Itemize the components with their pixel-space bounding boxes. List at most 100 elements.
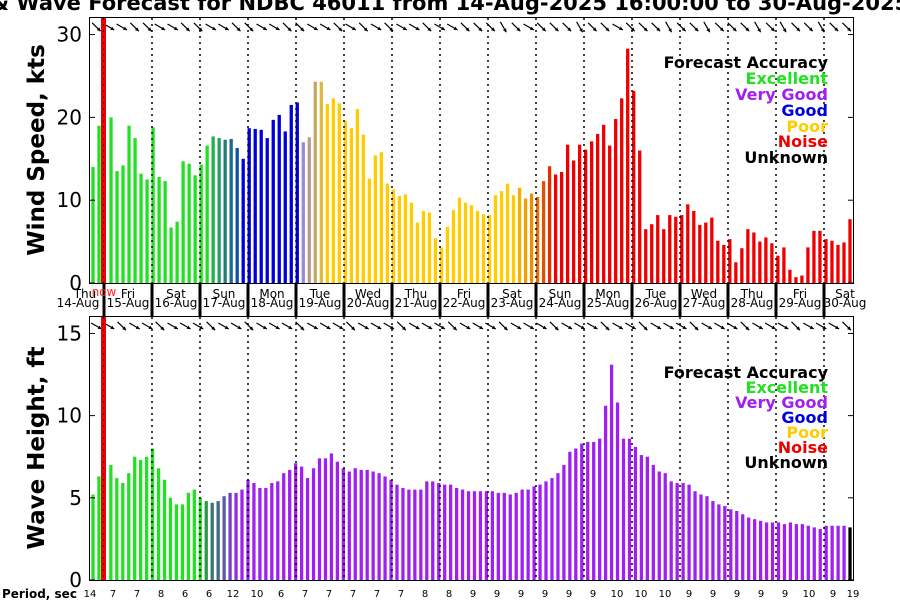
wind-bar bbox=[331, 98, 335, 283]
wind-arrow bbox=[231, 22, 241, 32]
wave-bar bbox=[538, 484, 542, 580]
wave-arrow bbox=[535, 322, 547, 330]
wind-bar bbox=[145, 179, 149, 283]
wind-bar bbox=[253, 128, 257, 283]
wind-bar bbox=[734, 262, 738, 283]
wave-bar bbox=[449, 484, 453, 580]
period-value: 7 bbox=[134, 589, 140, 600]
wind-bar bbox=[163, 181, 167, 283]
wave-bar bbox=[556, 473, 560, 580]
wind-bar bbox=[740, 248, 744, 283]
date-label: 23-Aug bbox=[491, 296, 534, 310]
wind-arrow bbox=[638, 22, 648, 32]
wave-direction-arrows bbox=[90, 321, 852, 331]
wind-arrow bbox=[129, 22, 140, 32]
period-value: 7 bbox=[398, 589, 404, 600]
wave-arrow bbox=[244, 321, 254, 331]
day-strip-separator bbox=[342, 284, 346, 316]
wind-arrow bbox=[803, 22, 814, 32]
wave-arrow bbox=[141, 322, 153, 330]
period-value: 12 bbox=[227, 589, 240, 600]
date-label: 27-Aug bbox=[683, 296, 726, 310]
wave-arrow bbox=[117, 321, 127, 331]
wave-bar bbox=[97, 476, 101, 580]
wind-bar bbox=[608, 145, 612, 283]
wave-bar bbox=[514, 492, 518, 580]
wind-bar bbox=[529, 193, 534, 283]
wave-bar bbox=[586, 441, 590, 580]
wave-bar bbox=[484, 491, 489, 580]
day-strip-separator bbox=[630, 284, 634, 316]
wave-arrow bbox=[319, 322, 331, 330]
wave-bar bbox=[651, 464, 655, 580]
wave-bar bbox=[431, 481, 435, 581]
wind-arrow bbox=[307, 23, 318, 31]
wind-bar bbox=[626, 48, 630, 283]
wave-arrow bbox=[396, 321, 407, 331]
period-value: 9 bbox=[734, 589, 740, 600]
wind-bar bbox=[229, 138, 233, 283]
wind-arrow bbox=[295, 22, 305, 32]
period-value: 8 bbox=[158, 589, 164, 600]
day-strip-separator bbox=[486, 284, 490, 316]
wind-bar bbox=[169, 227, 173, 283]
date-label: 17-Aug bbox=[203, 296, 246, 310]
period-value: 9 bbox=[830, 589, 836, 600]
wave-bar bbox=[329, 453, 334, 580]
wave-bar bbox=[639, 455, 644, 580]
wave-arrow bbox=[714, 322, 725, 330]
wind-bar bbox=[806, 247, 810, 283]
wind-bar bbox=[499, 191, 504, 283]
wind-bar bbox=[614, 119, 618, 283]
wave-arrow bbox=[561, 322, 573, 330]
wave-bar bbox=[735, 510, 739, 580]
wind-bar bbox=[668, 215, 672, 283]
day-strip-separator bbox=[534, 284, 538, 316]
wave-bar bbox=[407, 489, 411, 580]
wave-bar bbox=[550, 478, 554, 580]
wind-arrow bbox=[446, 23, 458, 31]
wave-bar bbox=[204, 501, 208, 580]
wind-bar bbox=[283, 131, 287, 283]
wind-arrow bbox=[765, 22, 776, 32]
wave-bar bbox=[693, 491, 697, 580]
period-value: 9 bbox=[518, 589, 524, 600]
wave-bar bbox=[365, 469, 369, 580]
wave-bar bbox=[240, 489, 244, 580]
wave-arrow bbox=[230, 322, 242, 330]
wind-bar bbox=[824, 239, 828, 283]
wind-bar bbox=[139, 173, 143, 283]
wind-bar bbox=[722, 244, 726, 283]
date-label: 25-Aug bbox=[587, 296, 630, 310]
wind-arrow bbox=[779, 21, 787, 33]
wind-bar bbox=[235, 148, 239, 283]
wave-bar bbox=[729, 509, 733, 580]
date-label: 20-Aug bbox=[347, 296, 390, 310]
period-values: 14 7 7 8 6 6 12 10 6 7 7 7 7 7 8 8 9 9 9 9 9 9 10 10 10 9 9 9 9 9 10 9 1… bbox=[84, 589, 860, 600]
wind-arrow bbox=[727, 22, 737, 32]
wind-bar bbox=[728, 239, 732, 283]
wave-arrow bbox=[701, 322, 713, 330]
wind-arrow bbox=[665, 21, 673, 33]
wind-bar bbox=[565, 144, 570, 283]
wave-bar bbox=[216, 501, 220, 580]
wave-arrow bbox=[370, 322, 382, 330]
wave-bar bbox=[568, 451, 572, 580]
wave-arrow bbox=[307, 322, 318, 330]
wind-y-tick-label: 20 bbox=[57, 105, 82, 129]
now-label: now bbox=[92, 285, 117, 299]
wind-bar bbox=[307, 137, 311, 283]
wave-bar bbox=[800, 524, 804, 580]
wind-arrow bbox=[384, 22, 394, 32]
wind-bar bbox=[217, 138, 221, 283]
wind-day-dividers bbox=[103, 18, 825, 283]
period-value: 7 bbox=[110, 589, 116, 600]
wind-bar bbox=[674, 216, 678, 283]
date-label: 30-Aug bbox=[824, 296, 867, 310]
wave-arrow bbox=[638, 321, 648, 331]
wind-bar bbox=[265, 138, 269, 283]
wind-bar bbox=[602, 124, 606, 283]
wind-bar bbox=[788, 269, 792, 283]
wind-bar bbox=[758, 241, 762, 283]
wind-speed-panel: 0 10 20 30 Wind Speed, kts Forecast Accurac… bbox=[24, 17, 854, 295]
